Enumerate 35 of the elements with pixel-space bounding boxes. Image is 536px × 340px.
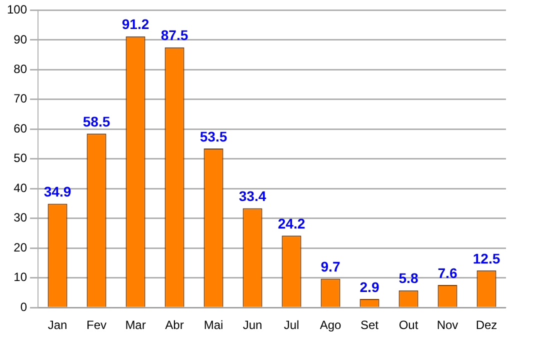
y-tick-label: 20: [14, 240, 28, 254]
y-tick-label: 60: [14, 121, 28, 136]
data-label: 53.5: [200, 128, 228, 144]
data-label: 2.9: [360, 278, 380, 295]
x-tick-label: Jul: [284, 318, 300, 332]
data-label: 9.7: [320, 258, 340, 275]
data-label: 24.2: [278, 215, 306, 232]
x-tick-label: Jan: [48, 318, 68, 332]
y-tick-label: 90: [14, 32, 28, 46]
data-label: 58.5: [82, 113, 110, 130]
data-label: 34.9: [44, 184, 72, 200]
y-tick-label: 10: [14, 270, 28, 284]
x-tick-label: Out: [398, 318, 419, 332]
y-tick-label: 40: [14, 180, 28, 195]
y-tick-label: 30: [14, 210, 28, 225]
y-tick-label: 70: [14, 92, 28, 106]
x-tick-label: Mar: [125, 318, 146, 332]
y-tick-label: 50: [14, 151, 28, 166]
x-tick-label: Nov: [436, 318, 458, 332]
y-tick-label: 0: [20, 300, 28, 314]
y-tick-label: 100: [6, 2, 28, 17]
x-tick-label: Dez: [476, 318, 498, 332]
data-label: 12.5: [472, 250, 500, 266]
data-label: 87.5: [160, 27, 188, 44]
data-label: 7.6: [438, 264, 458, 281]
x-tick-label: Set: [360, 318, 380, 332]
x-tick-label: Abr: [165, 318, 184, 332]
x-tick-label: Jun: [242, 318, 262, 332]
x-tick-label: Ago: [320, 318, 342, 332]
y-tick-label: 80: [14, 62, 28, 76]
data-label: 5.8: [398, 270, 418, 286]
data-label: 91.2: [122, 16, 150, 32]
x-tick-label: Mai: [204, 318, 224, 332]
x-tick-label: Fev: [86, 318, 107, 332]
data-label: 33.4: [238, 188, 266, 204]
